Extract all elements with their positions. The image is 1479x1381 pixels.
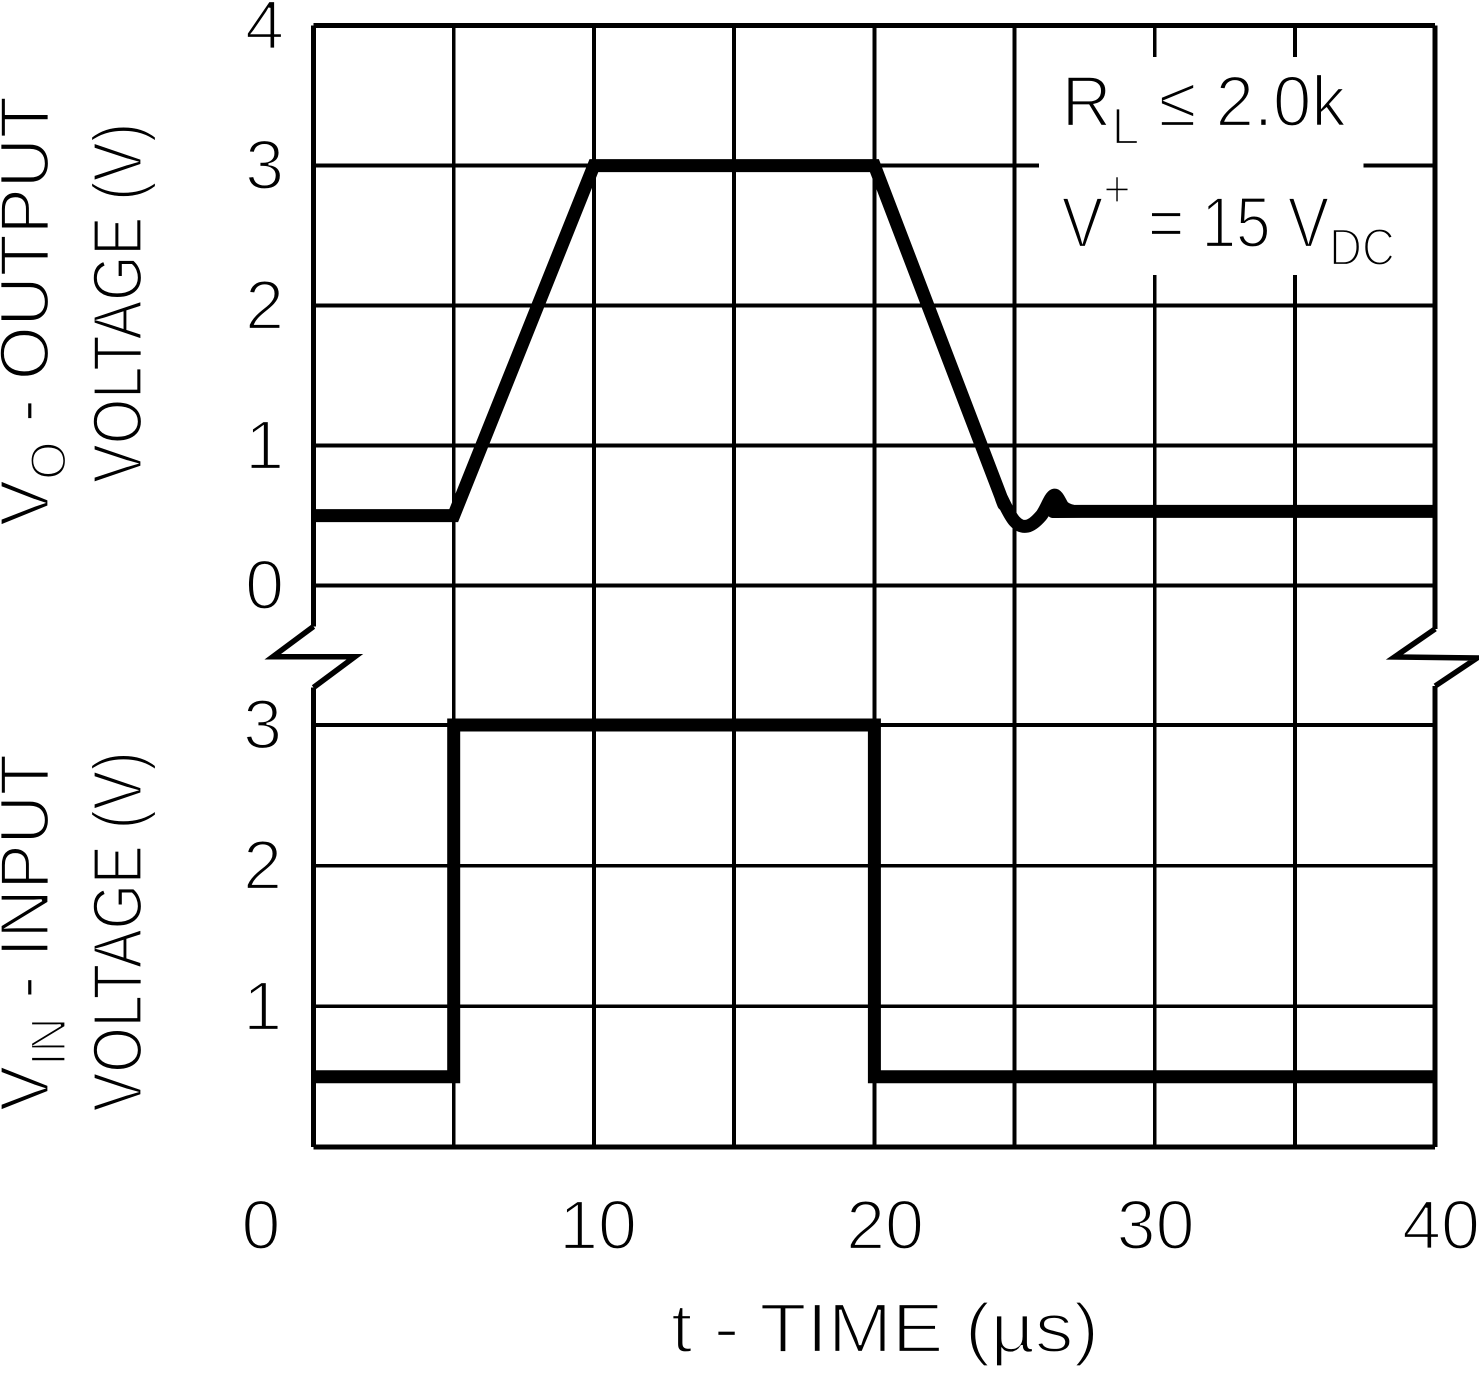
subscript-run: O <box>21 441 77 479</box>
y-axis-title-output-line2: VOLTAGE (V) <box>78 123 156 483</box>
superscript-run: + <box>1103 159 1131 219</box>
y-axis-title-input-line1: VIN - INPUT <box>0 754 77 1111</box>
y-tick-label: 0 <box>245 546 284 624</box>
plot-borders <box>311 23 1438 1150</box>
axis-break-right <box>1385 626 1479 689</box>
annotation-line: V+ = 15 VDC <box>1062 159 1395 277</box>
signal-traces <box>313 159 1436 1084</box>
annotation-line: RL ≤ 2.0k <box>1062 63 1346 156</box>
text-run: - INPUT <box>0 754 64 1017</box>
text-run: R <box>1062 63 1112 142</box>
text-run: V <box>0 1066 64 1111</box>
y-tick-label: 2 <box>243 826 282 904</box>
y-tick-label: 1 <box>243 967 282 1045</box>
y-tick-label: 3 <box>245 126 284 204</box>
text-run: V <box>1062 184 1104 263</box>
x-tick-label: 10 <box>559 1186 637 1264</box>
y-tick-label: 4 <box>245 0 284 64</box>
text-run: = 15 V <box>1131 184 1330 263</box>
x-axis-title: t - TIME (µs) <box>671 1289 1099 1367</box>
output-voltage-trace <box>313 159 1436 533</box>
x-tick-label: 30 <box>1117 1186 1195 1264</box>
axis-break-marks <box>264 624 1479 690</box>
y-tick-label: 3 <box>243 686 282 764</box>
text-run: ≤ 2.0k <box>1140 63 1347 142</box>
y-axis-title-output-line1: VO - OUTPUT <box>0 96 77 526</box>
y-tick-label: 2 <box>245 266 284 344</box>
y-axis-title-input-line2: VOLTAGE (V) <box>78 752 156 1112</box>
y-tick-label: 1 <box>245 406 284 484</box>
text-run: VOLTAGE (V) <box>78 752 156 1112</box>
input-voltage-trace <box>313 718 1436 1084</box>
text-run: VOLTAGE (V) <box>78 123 156 483</box>
plot-annotation: RL ≤ 2.0kV+ = 15 VDC <box>1061 62 1396 278</box>
axis-break-left <box>264 624 364 690</box>
subscript-run: L <box>1112 98 1140 156</box>
x-tick-label: 0 <box>242 1186 281 1264</box>
subscript-run: DC <box>1329 219 1395 277</box>
x-tick-label: 40 <box>1402 1186 1479 1264</box>
text-run: V <box>0 480 64 526</box>
text-run: - OUTPUT <box>0 96 64 441</box>
x-tick-label: 20 <box>846 1186 924 1264</box>
subscript-run: IN <box>21 1017 77 1065</box>
